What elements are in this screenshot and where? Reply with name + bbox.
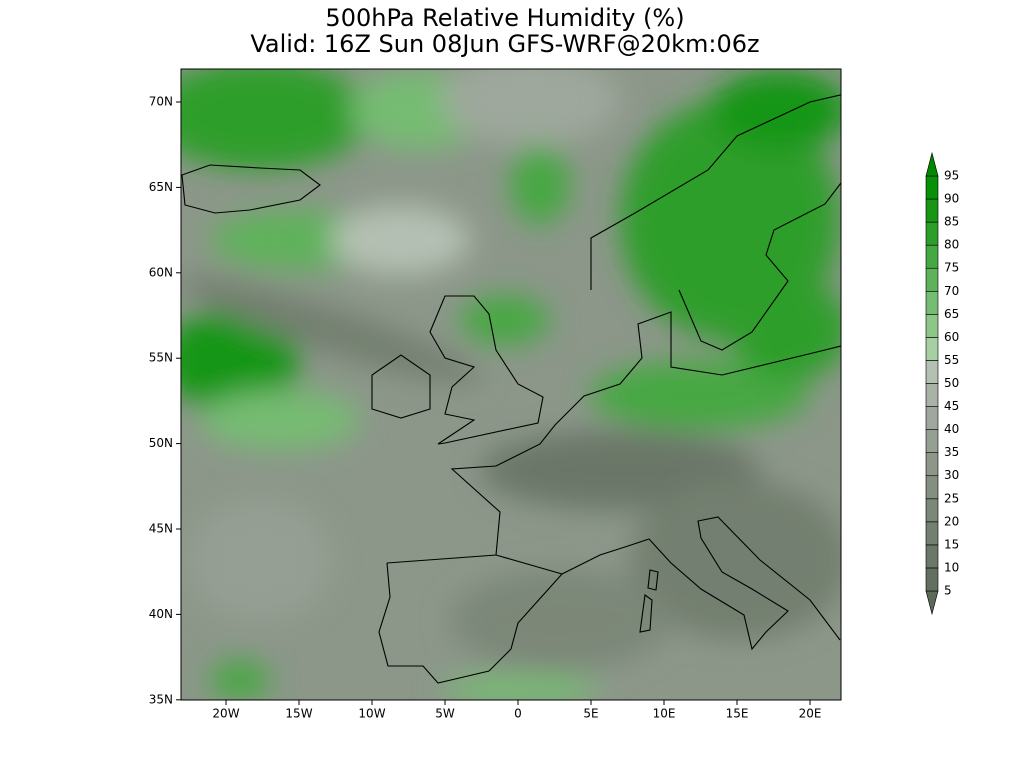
colorbar-band xyxy=(925,198,939,223)
lon-label: 15E xyxy=(726,707,749,721)
colorbar-band xyxy=(925,360,939,384)
lat-label: 40N xyxy=(149,607,173,621)
colorbar-band xyxy=(925,452,939,477)
humidity-map xyxy=(181,69,841,700)
colorbar-band xyxy=(925,475,939,500)
colorbar-band xyxy=(925,406,939,430)
lat-label: 45N xyxy=(149,522,173,536)
colorbar-label: 45 xyxy=(944,399,959,413)
colorbar-label: 25 xyxy=(944,491,959,505)
colorbar-band xyxy=(925,267,939,292)
lon-label: 10W xyxy=(358,707,385,721)
colorbar-band xyxy=(925,337,939,361)
lon-label: 20E xyxy=(799,707,822,721)
colorbar-band xyxy=(925,290,939,315)
lat-label: 55N xyxy=(149,351,173,365)
colorbar-band xyxy=(925,544,939,569)
colorbar-band xyxy=(925,383,939,407)
colorbar-label: 75 xyxy=(944,261,959,275)
lon-label: 5E xyxy=(583,707,598,721)
colorbar-arrow xyxy=(925,151,939,177)
colorbar-label: 70 xyxy=(944,284,959,298)
colorbar-label: 30 xyxy=(944,468,959,482)
colorbar-band xyxy=(925,314,939,338)
subtitle: Valid: 16Z Sun 08Jun GFS-WRF@20km:06z xyxy=(250,30,759,58)
lat-label: 65N xyxy=(149,180,173,194)
lat-label: 60N xyxy=(149,265,173,279)
map-frame xyxy=(180,68,842,701)
lat-label: 35N xyxy=(149,692,173,706)
colorbar-label: 80 xyxy=(944,238,959,252)
lon-label: 20W xyxy=(212,707,239,721)
colorbar-band xyxy=(925,521,939,546)
lon-label: 10E xyxy=(653,707,676,721)
colorbar-label: 5 xyxy=(944,584,952,598)
colorbar-label: 35 xyxy=(944,445,959,459)
colorbar-band xyxy=(925,567,939,592)
colorbar-label: 15 xyxy=(944,537,959,551)
axes: 70N 65N 60N 55N 50N 45N 40N 35N 20W 15W 10W 5W 0 5E 10… xyxy=(149,95,822,721)
colorbar-label: 50 xyxy=(944,376,959,390)
colorbar: 5 10 15 20 25 30 35 40 45 50 55 60 65 70 75 80 85 90 95 xyxy=(925,151,959,616)
colorbar-arrow xyxy=(925,590,939,616)
colorbar-label: 85 xyxy=(944,215,959,229)
lon-label: 5W xyxy=(435,707,455,721)
colorbar-band xyxy=(925,498,939,523)
lat-label: 70N xyxy=(149,95,173,109)
lon-label: 0 xyxy=(514,707,522,721)
colorbar-label: 90 xyxy=(944,192,959,206)
colorbar-label: 95 xyxy=(944,169,959,183)
colorbar-label: 10 xyxy=(944,560,959,574)
colorbar-label: 65 xyxy=(944,307,959,321)
title: 500hPa Relative Humidity (%) xyxy=(325,4,684,32)
colorbar-band xyxy=(925,429,939,453)
lon-label: 15W xyxy=(285,707,312,721)
colorbar-band xyxy=(925,244,939,269)
colorbar-band xyxy=(925,221,939,246)
colorbar-label: 20 xyxy=(944,514,959,528)
colorbar-label: 55 xyxy=(944,353,959,367)
colorbar-label: 40 xyxy=(944,422,959,436)
colorbar-label: 60 xyxy=(944,330,959,344)
colorbar-band xyxy=(925,175,939,200)
lat-label: 50N xyxy=(149,436,173,450)
